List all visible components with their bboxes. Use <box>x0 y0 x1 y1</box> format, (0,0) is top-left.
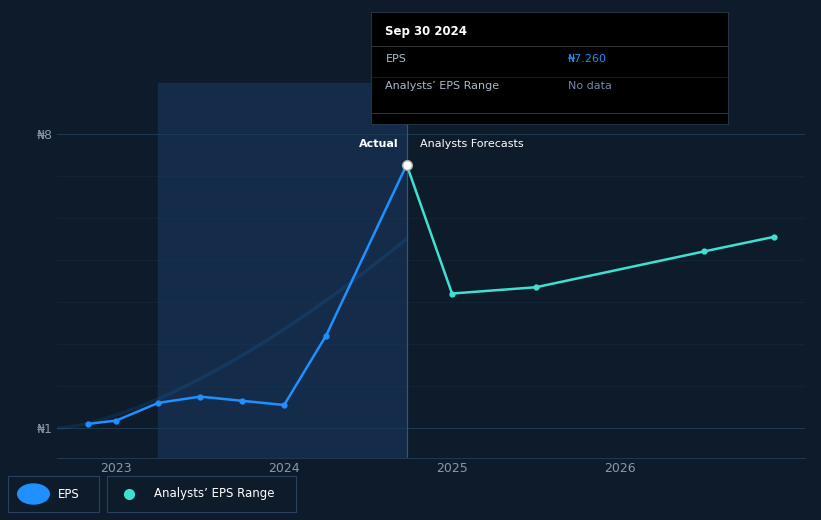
Text: EPS: EPS <box>385 55 406 64</box>
Text: EPS: EPS <box>57 488 80 500</box>
Text: Actual: Actual <box>359 139 398 149</box>
Bar <box>158 83 406 458</box>
Text: No data: No data <box>567 81 612 92</box>
Ellipse shape <box>18 484 49 504</box>
Text: Analysts’ EPS Range: Analysts’ EPS Range <box>385 81 499 92</box>
Text: Analysts’ EPS Range: Analysts’ EPS Range <box>154 488 274 500</box>
Text: Analysts Forecasts: Analysts Forecasts <box>420 139 524 149</box>
Text: Sep 30 2024: Sep 30 2024 <box>385 25 467 38</box>
Text: ₦7.260: ₦7.260 <box>567 55 607 64</box>
